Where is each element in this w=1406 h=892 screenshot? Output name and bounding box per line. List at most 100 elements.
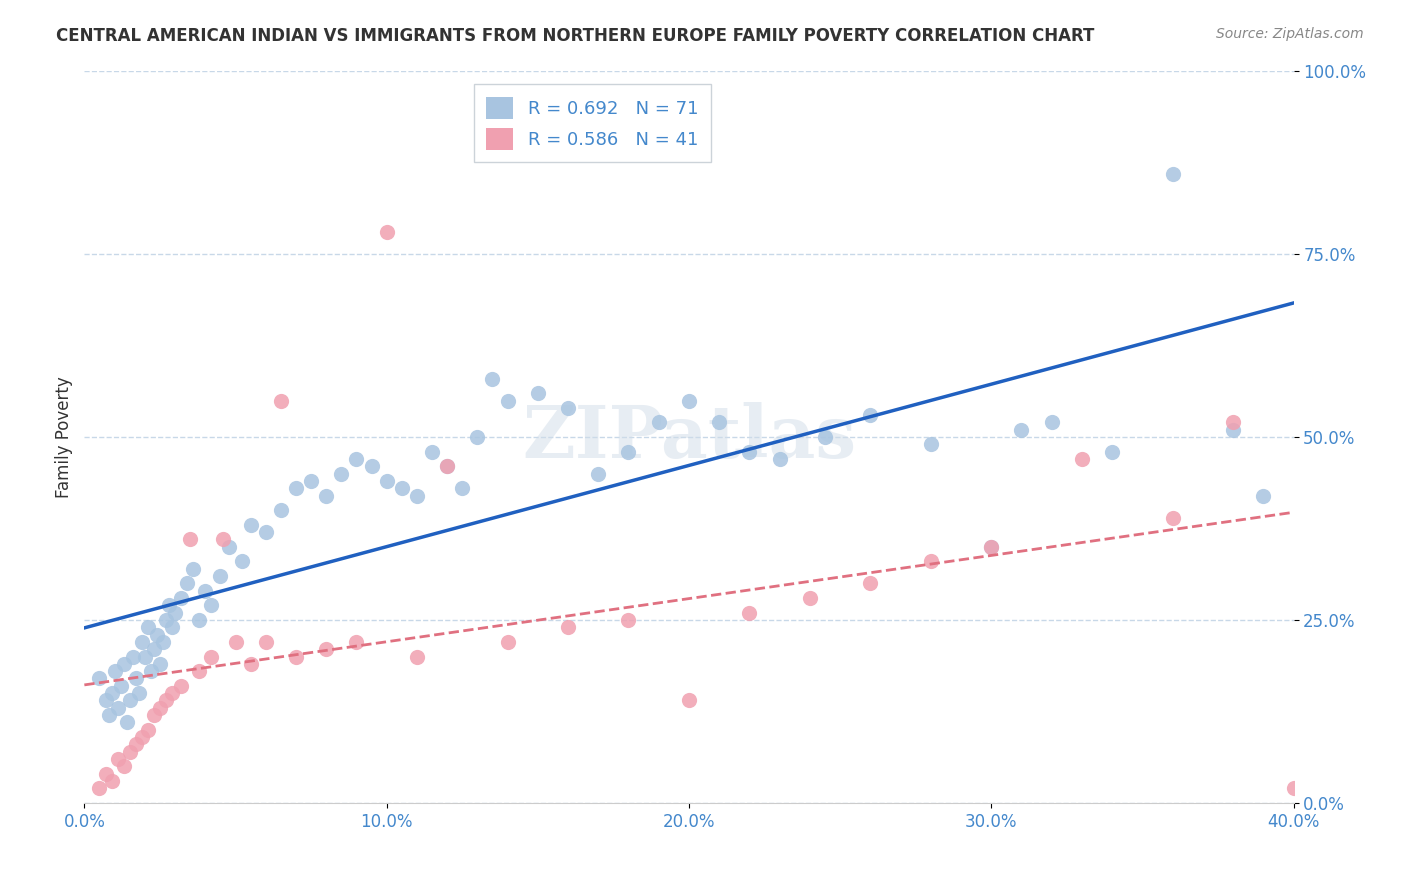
Point: [678, 393, 700, 408]
Point: [617, 613, 640, 627]
Point: [436, 459, 458, 474]
Point: [799, 591, 821, 605]
Point: [136, 620, 159, 634]
Point: [231, 554, 253, 568]
Point: [346, 635, 368, 649]
Point: [769, 452, 792, 467]
Point: [200, 649, 222, 664]
Point: [194, 583, 217, 598]
Point: [1040, 416, 1063, 430]
Point: [254, 635, 277, 649]
Point: [1282, 781, 1305, 796]
Point: [118, 693, 141, 707]
Y-axis label: Family Poverty: Family Poverty: [55, 376, 73, 498]
Point: [678, 693, 700, 707]
Point: [980, 540, 1002, 554]
Point: [557, 620, 579, 634]
Point: [859, 576, 882, 591]
Point: [467, 430, 489, 444]
Point: [315, 642, 337, 657]
Point: [188, 664, 211, 678]
Point: [160, 620, 183, 634]
Point: [239, 657, 262, 671]
Point: [557, 401, 579, 415]
Point: [375, 474, 398, 488]
Point: [131, 635, 153, 649]
Point: [814, 430, 837, 444]
Point: [239, 517, 262, 532]
Point: [481, 371, 503, 385]
Point: [134, 649, 156, 664]
Point: [136, 723, 159, 737]
Point: [859, 408, 882, 422]
Point: [200, 599, 222, 613]
Point: [285, 649, 308, 664]
Point: [1161, 167, 1184, 181]
Point: [160, 686, 183, 700]
Point: [225, 635, 247, 649]
Point: [270, 393, 292, 408]
Point: [131, 730, 153, 744]
Point: [617, 444, 640, 458]
Point: [118, 745, 141, 759]
Point: [209, 569, 232, 583]
Point: [157, 599, 180, 613]
Point: [1071, 452, 1094, 467]
Point: [165, 606, 187, 620]
Point: [315, 489, 337, 503]
Point: [125, 737, 148, 751]
Point: [346, 452, 368, 467]
Point: [980, 540, 1002, 554]
Point: [588, 467, 610, 481]
Point: [181, 562, 204, 576]
Point: [527, 386, 550, 401]
Point: [375, 225, 398, 239]
Point: [155, 613, 177, 627]
Point: [920, 554, 942, 568]
Point: [107, 752, 129, 766]
Point: [254, 525, 277, 540]
Point: [125, 672, 148, 686]
Point: [285, 481, 308, 495]
Point: [218, 540, 240, 554]
Point: [149, 700, 172, 714]
Point: [920, 437, 942, 451]
Point: [709, 416, 731, 430]
Point: [406, 649, 429, 664]
Point: [121, 649, 143, 664]
Point: [104, 664, 127, 678]
Point: [360, 459, 382, 474]
Point: [330, 467, 353, 481]
Point: [115, 715, 138, 730]
Point: [139, 664, 162, 678]
Point: [1101, 444, 1123, 458]
Point: [100, 773, 122, 788]
Point: [212, 533, 235, 547]
Legend: R = 0.692   N = 71, R = 0.586   N = 41: R = 0.692 N = 71, R = 0.586 N = 41: [474, 84, 711, 162]
Point: [179, 533, 201, 547]
Point: [1222, 423, 1244, 437]
Point: [94, 766, 117, 780]
Point: [391, 481, 413, 495]
Point: [142, 642, 165, 657]
Point: [112, 759, 135, 773]
Point: [100, 686, 122, 700]
Point: [420, 444, 443, 458]
Text: ZIPatlas: ZIPatlas: [522, 401, 856, 473]
Point: [270, 503, 292, 517]
Point: [149, 657, 172, 671]
Point: [146, 627, 169, 641]
Point: [89, 781, 111, 796]
Point: [110, 679, 132, 693]
Point: [1253, 489, 1275, 503]
Point: [155, 693, 177, 707]
Point: [436, 459, 458, 474]
Point: [94, 693, 117, 707]
Point: [128, 686, 150, 700]
Point: [176, 576, 198, 591]
Point: [89, 672, 111, 686]
Point: [97, 708, 120, 723]
Point: [112, 657, 135, 671]
Point: [496, 635, 519, 649]
Point: [648, 416, 671, 430]
